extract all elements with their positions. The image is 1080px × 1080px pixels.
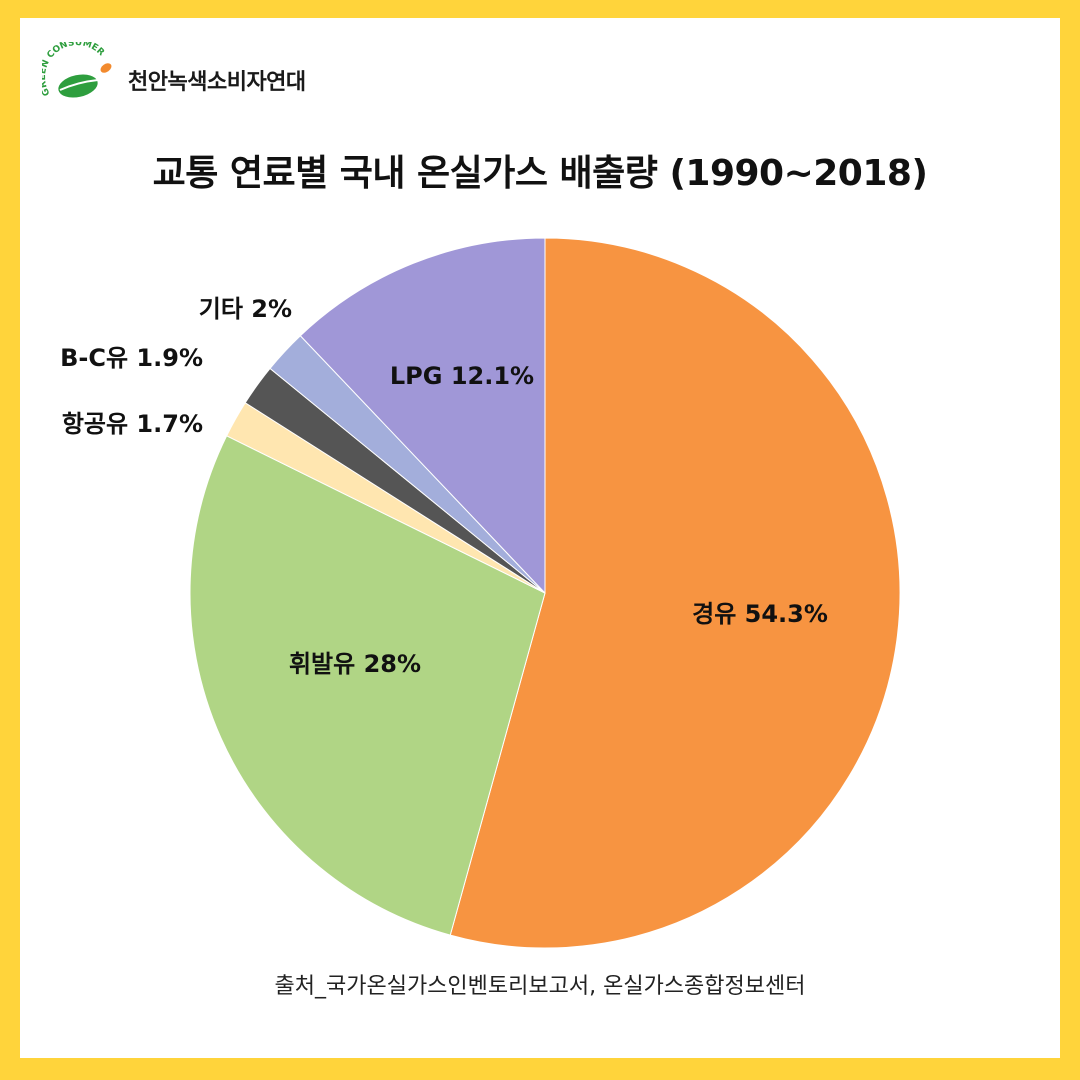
poster-card: GREEN CONSUMER 천안녹색소비자연대 교통 연료별 국내 온실가스 … xyxy=(20,18,1060,1058)
leaf-logo-icon: GREEN CONSUMER xyxy=(42,42,112,98)
slice-label-4: B-C유 1.9% xyxy=(60,344,203,372)
chart-title: 교통 연료별 국내 온실가스 배출량 (1990~2018) xyxy=(152,153,928,194)
pie-chart: 경유 54.3% 휘발유 28% 항공유 1.7% B-C유 1.9% 기타 2% LPG… xyxy=(60,237,901,949)
pie-slice-6 xyxy=(299,237,546,595)
slice-label-6: LPG 12.1% xyxy=(390,362,534,390)
slice-label-1: 경유 54.3% xyxy=(692,600,828,628)
pie-slice-1 xyxy=(449,237,901,949)
slice-label-5: 기타 2% xyxy=(199,295,292,323)
source-note: 출처_국가온실가스인벤토리보고서, 온실가스종합정보센터 xyxy=(274,974,806,999)
org-logo: GREEN CONSUMER 천안녹색소비자연대 xyxy=(42,42,342,112)
org-name: 천안녹색소비자연대 xyxy=(128,70,306,95)
slice-label-3: 항공유 1.7% xyxy=(62,410,203,438)
pie-slice-2 xyxy=(189,435,546,936)
slice-label-2: 휘발유 28% xyxy=(289,650,421,678)
